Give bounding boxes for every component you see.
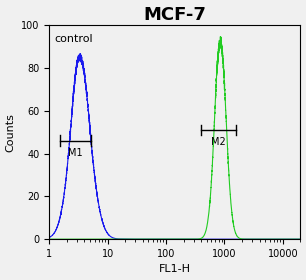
Text: M1: M1 — [68, 148, 83, 158]
Title: MCF-7: MCF-7 — [144, 6, 206, 24]
X-axis label: FL1-H: FL1-H — [159, 264, 191, 274]
Y-axis label: Counts: Counts — [6, 113, 16, 151]
Text: control: control — [54, 34, 92, 44]
Text: M2: M2 — [211, 137, 226, 148]
